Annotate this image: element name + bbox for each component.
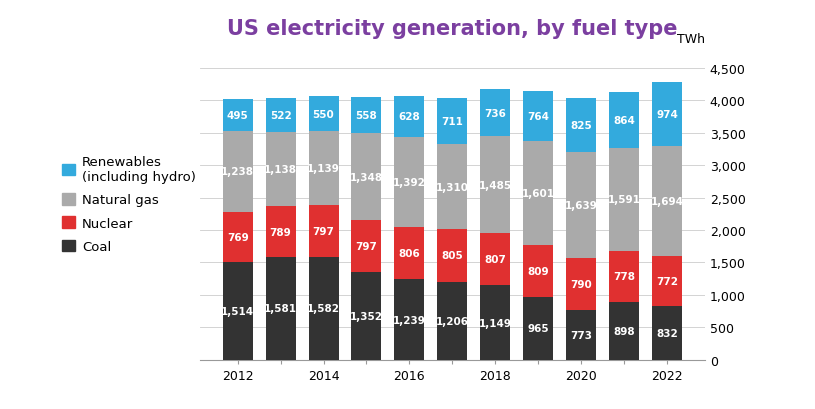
Bar xyxy=(566,153,596,259)
Text: 1,392: 1,392 xyxy=(393,178,425,187)
Text: 1,694: 1,694 xyxy=(650,196,684,206)
Text: 1,206: 1,206 xyxy=(436,316,469,326)
Title: US electricity generation, by fuel type: US electricity generation, by fuel type xyxy=(227,19,677,39)
Bar xyxy=(652,146,682,256)
Text: 769: 769 xyxy=(227,232,249,242)
Bar xyxy=(266,133,296,207)
Text: 1,310: 1,310 xyxy=(436,182,469,192)
Bar xyxy=(480,137,510,233)
Text: 711: 711 xyxy=(442,117,463,127)
Bar xyxy=(222,212,253,262)
Text: 1,238: 1,238 xyxy=(221,167,254,177)
Text: 1,581: 1,581 xyxy=(264,304,297,314)
Bar xyxy=(351,221,381,272)
Text: 764: 764 xyxy=(527,112,549,121)
Bar xyxy=(309,206,338,258)
Bar xyxy=(652,256,682,306)
Text: 772: 772 xyxy=(656,276,678,286)
Text: 1,591: 1,591 xyxy=(608,195,641,205)
Bar xyxy=(523,142,553,245)
Text: 1,639: 1,639 xyxy=(565,201,597,211)
Bar xyxy=(652,306,682,360)
Text: 864: 864 xyxy=(613,115,635,126)
Bar xyxy=(351,272,381,360)
Text: 797: 797 xyxy=(313,227,334,237)
Bar xyxy=(480,90,510,137)
Bar xyxy=(652,83,682,146)
Text: 1,139: 1,139 xyxy=(307,164,340,174)
Text: 789: 789 xyxy=(270,227,292,237)
Text: 1,138: 1,138 xyxy=(264,164,297,175)
Bar xyxy=(351,97,381,133)
Bar xyxy=(222,100,253,132)
Text: 522: 522 xyxy=(270,111,292,121)
Text: 1,352: 1,352 xyxy=(350,311,383,321)
Bar xyxy=(394,97,425,137)
Bar xyxy=(523,297,553,360)
Bar xyxy=(438,230,467,282)
Bar xyxy=(566,310,596,360)
Bar xyxy=(523,245,553,297)
Bar xyxy=(480,285,510,360)
Text: 1,485: 1,485 xyxy=(478,180,512,190)
Text: 558: 558 xyxy=(355,110,377,120)
Text: 628: 628 xyxy=(399,112,421,122)
Text: 965: 965 xyxy=(527,324,549,334)
Text: 1,149: 1,149 xyxy=(478,318,512,328)
Text: 797: 797 xyxy=(355,242,377,252)
Bar xyxy=(480,233,510,285)
Bar xyxy=(266,258,296,360)
Text: 1,239: 1,239 xyxy=(393,315,425,325)
Text: 550: 550 xyxy=(313,109,334,119)
Text: 1,514: 1,514 xyxy=(221,306,254,316)
Text: 736: 736 xyxy=(484,108,506,118)
Bar xyxy=(438,99,467,145)
Bar xyxy=(394,227,425,280)
Text: 1,582: 1,582 xyxy=(307,304,340,314)
Bar xyxy=(609,302,639,360)
Bar xyxy=(309,132,338,206)
Bar xyxy=(222,262,253,360)
Bar xyxy=(351,133,381,221)
Text: 805: 805 xyxy=(442,251,463,261)
Bar xyxy=(438,282,467,360)
Text: 778: 778 xyxy=(613,272,635,281)
Text: 898: 898 xyxy=(613,326,635,336)
Bar xyxy=(609,252,639,302)
Text: 825: 825 xyxy=(570,121,592,131)
Text: 974: 974 xyxy=(656,110,678,120)
Text: 790: 790 xyxy=(570,279,592,289)
Bar xyxy=(609,148,639,252)
Bar xyxy=(394,280,425,360)
Bar xyxy=(523,92,553,142)
Text: TWh: TWh xyxy=(677,33,705,46)
Bar xyxy=(566,99,596,153)
Text: 1,601: 1,601 xyxy=(522,188,555,198)
Text: 773: 773 xyxy=(570,330,593,340)
Text: 806: 806 xyxy=(399,249,421,258)
Bar xyxy=(566,259,596,310)
Text: 832: 832 xyxy=(656,328,678,338)
Text: 1,348: 1,348 xyxy=(350,172,383,182)
Bar xyxy=(222,132,253,212)
Bar xyxy=(609,92,639,148)
Text: 809: 809 xyxy=(527,266,549,276)
Bar xyxy=(394,137,425,227)
Bar xyxy=(438,145,467,230)
Bar xyxy=(266,207,296,258)
Text: 807: 807 xyxy=(484,254,506,264)
Bar xyxy=(266,99,296,133)
Text: 495: 495 xyxy=(227,111,249,121)
Legend: Renewables
(including hydro), Natural gas, Nuclear, Coal: Renewables (including hydro), Natural ga… xyxy=(62,156,196,253)
Bar xyxy=(309,97,338,132)
Bar xyxy=(309,258,338,360)
